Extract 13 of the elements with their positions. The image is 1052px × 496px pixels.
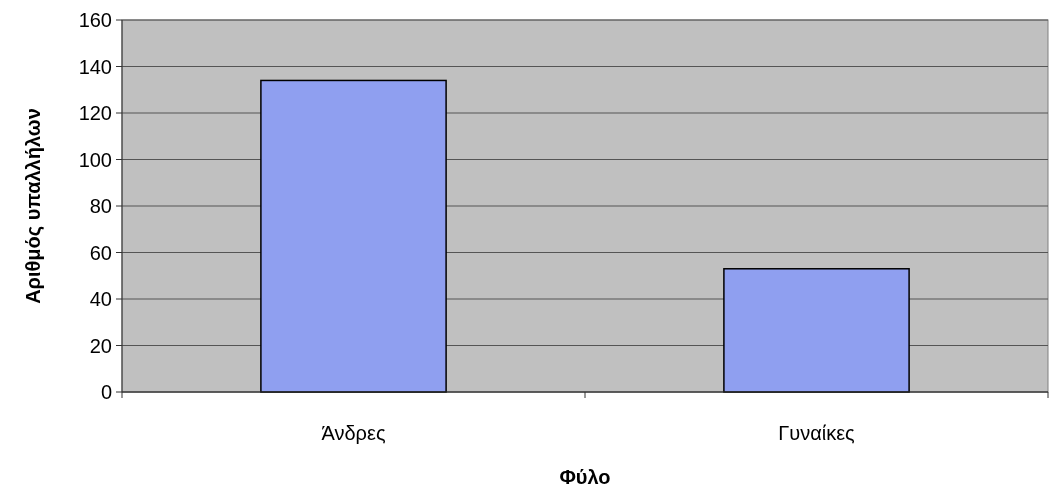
x-tick-label: Γυναίκες bbox=[778, 422, 856, 444]
y-tick-label: 0 bbox=[100, 381, 112, 403]
y-tick-label: 60 bbox=[89, 241, 112, 264]
y-tick-label: 20 bbox=[89, 334, 112, 357]
y-tick-label: 100 bbox=[78, 148, 112, 171]
y-axis-title: Αριθμός υπαλλήλων bbox=[22, 108, 44, 304]
y-tick-label: 140 bbox=[78, 55, 112, 78]
y-tick-label: 160 bbox=[78, 9, 112, 31]
y-tick-label: 120 bbox=[78, 102, 112, 124]
y-tick-label: 80 bbox=[89, 195, 112, 217]
y-tick-label: 40 bbox=[89, 288, 112, 310]
x-tick-label: Άνδρες bbox=[321, 422, 386, 444]
x-axis-title: Φύλο bbox=[559, 466, 611, 488]
